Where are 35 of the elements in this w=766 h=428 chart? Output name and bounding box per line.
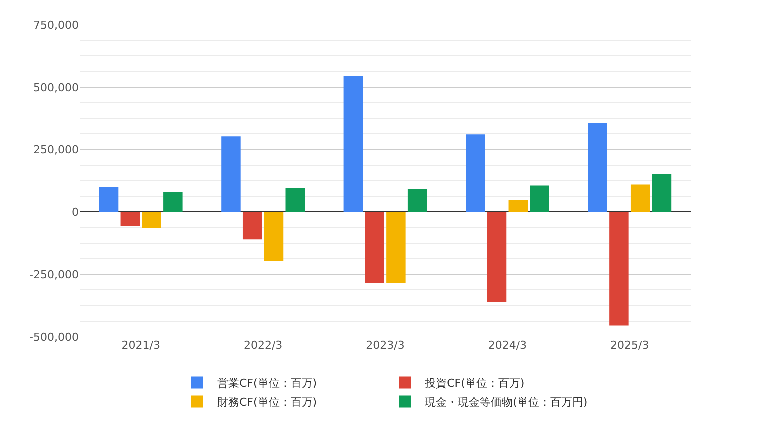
legend-label: 営業CF(単位：百万) <box>218 376 318 390</box>
x-tick-label: 2021/3 <box>122 339 160 352</box>
bar <box>286 188 305 212</box>
bar <box>408 189 428 212</box>
y-tick-label: 500,000 <box>34 81 79 94</box>
bar <box>610 212 629 326</box>
legend-label: 財務CF(単位：百万) <box>218 396 318 409</box>
bar <box>164 192 183 212</box>
bar <box>344 76 364 212</box>
bar <box>466 134 486 212</box>
bar <box>652 174 672 212</box>
bar <box>386 212 406 284</box>
y-tick-label: -500,000 <box>30 330 79 344</box>
bar <box>630 184 650 212</box>
y-tick-label: 750,000 <box>34 18 79 32</box>
y-tick-label: 250,000 <box>34 144 79 157</box>
bar <box>365 212 384 284</box>
y-tick-label: -250,000 <box>30 268 79 282</box>
bar <box>120 212 140 226</box>
bar <box>242 212 262 240</box>
bar <box>530 186 550 212</box>
bar <box>588 123 608 212</box>
legend-label: 投資CF(単位：百万) <box>424 376 525 390</box>
x-tick-label: 2024/3 <box>488 339 528 352</box>
bar <box>508 200 528 212</box>
x-tick-label: 2023/3 <box>366 339 405 352</box>
bar <box>487 212 507 302</box>
y-tick-label: 0 <box>72 206 79 220</box>
bar <box>142 212 162 228</box>
legend-label: 現金・現金等価物(単位：百万円) <box>425 396 588 409</box>
bar <box>222 136 241 212</box>
bar <box>264 212 284 262</box>
x-tick-label: 2025/3 <box>610 339 650 352</box>
x-tick-label: 2022/3 <box>244 339 283 352</box>
bar <box>99 187 119 212</box>
